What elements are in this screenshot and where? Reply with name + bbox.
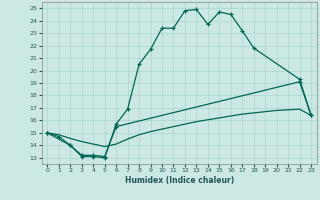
X-axis label: Humidex (Indice chaleur): Humidex (Indice chaleur) [124, 176, 234, 185]
